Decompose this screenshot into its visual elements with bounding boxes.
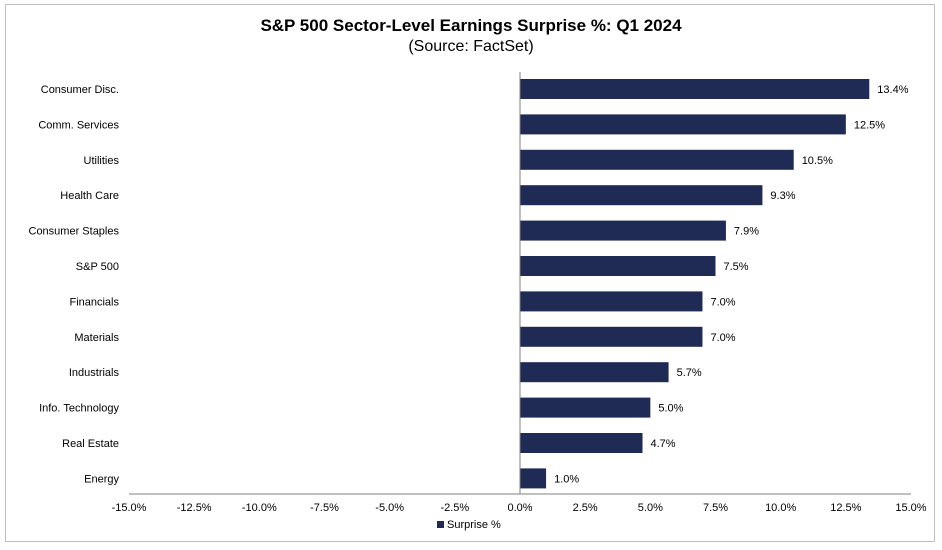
bar (520, 149, 794, 170)
x-axis: -15.0% -12.5% -10.0% -7.5% -5.0% -2.5% 0.0% 2.5… (112, 493, 927, 514)
x-tick-label: 7.5% (703, 502, 728, 514)
category-label: Real Estate (62, 438, 119, 450)
legend: Surprise % (437, 519, 501, 531)
x-tick-label: 15.0% (895, 502, 926, 514)
data-label: 5.0% (658, 403, 683, 415)
bar (520, 256, 716, 276)
x-tick-label: -5.0% (375, 502, 404, 514)
data-label: 1.0% (554, 473, 579, 485)
category-label: Health Care (60, 190, 119, 202)
category-label: Materials (74, 332, 119, 344)
bars-layer: Consumer Disc. 13.4% Comm. Services 12.5% Ut… (29, 72, 909, 494)
category-label: Comm. Services (38, 119, 119, 131)
x-tick-label: -10.0% (242, 502, 277, 514)
x-tick-label: -12.5% (177, 502, 212, 514)
legend-swatch (437, 521, 444, 528)
category-label: Consumer Disc. (41, 84, 119, 96)
bar (520, 220, 726, 241)
x-tick-label: 10.0% (765, 502, 796, 514)
x-tick-label: 0.0% (507, 502, 532, 514)
bar (520, 326, 703, 347)
category-label: S&P 500 (76, 261, 119, 273)
bar (520, 114, 846, 135)
category-label: Energy (84, 473, 119, 485)
bar (520, 362, 669, 383)
bar (520, 397, 651, 418)
x-tick-label: -7.5% (310, 502, 339, 514)
data-label: 9.3% (770, 190, 795, 202)
data-label: 12.5% (854, 119, 885, 131)
bar (520, 468, 547, 489)
data-label: 7.0% (710, 296, 735, 308)
data-label: 7.0% (710, 332, 735, 344)
data-label: 10.5% (802, 155, 833, 167)
category-label: Consumer Staples (29, 226, 120, 238)
category-label: Utilities (84, 155, 120, 167)
bar (520, 79, 870, 99)
chart-subtitle: (Source: FactSet) (408, 38, 534, 55)
data-label: 5.7% (677, 367, 702, 379)
data-label: 7.9% (734, 226, 759, 238)
bar (520, 433, 643, 453)
x-tick-label: -15.0% (112, 502, 147, 514)
bar (520, 291, 703, 312)
bar (520, 185, 763, 206)
data-label: 13.4% (877, 84, 908, 96)
chart-title: S&P 500 Sector-Level Earnings Surprise %… (260, 16, 682, 35)
category-label: Financials (69, 296, 119, 308)
x-tick-label: 2.5% (573, 502, 598, 514)
legend-label: Surprise % (447, 519, 501, 531)
data-label: 7.5% (724, 261, 749, 273)
data-label: 4.7% (651, 438, 676, 450)
x-tick-label: 5.0% (638, 502, 663, 514)
x-tick-label: 12.5% (830, 502, 861, 514)
category-label: Industrials (69, 367, 120, 379)
category-label: Info. Technology (39, 403, 119, 415)
x-tick-label: -2.5% (440, 502, 469, 514)
